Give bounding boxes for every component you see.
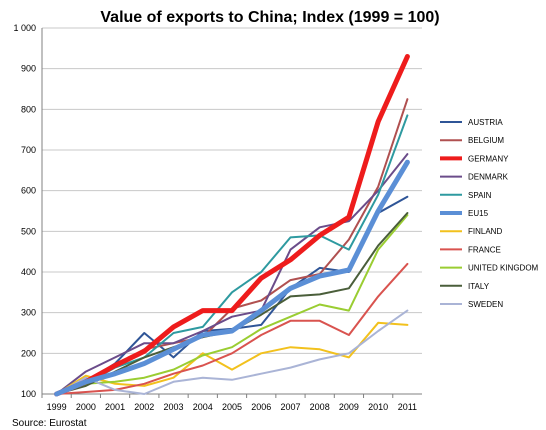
y-tick-label: 300 — [21, 308, 36, 318]
x-tick-label: 2004 — [193, 402, 213, 412]
x-tick-label: 2010 — [368, 402, 388, 412]
legend-label: BELGIUM — [468, 136, 504, 145]
legend-label: DENMARK — [468, 173, 509, 182]
axes: 100 200 300 400 500 600 700 800 900 1 000 1999 2000… — [13, 23, 422, 412]
series-line-united-kingdom — [55, 214, 409, 395]
x-tick-label: 2011 — [398, 402, 417, 412]
x-tick-label: 2003 — [164, 402, 184, 412]
y-tick-label: 800 — [21, 104, 36, 114]
source-note: Source: Eurostat — [12, 418, 87, 429]
legend-label: SPAIN — [468, 191, 492, 200]
series-line-denmark — [55, 153, 409, 395]
x-tick-label: 2006 — [251, 402, 271, 412]
legend-label: SWEDEN — [468, 300, 503, 309]
series-line-sweden — [55, 309, 409, 395]
chart-title: Value of exports to China; Index (1999 =… — [100, 9, 439, 26]
y-tick-label: 100 — [21, 389, 36, 399]
series-line-austria — [55, 195, 409, 395]
legend-label: FRANCE — [468, 245, 501, 254]
legend-label: GERMANY — [468, 154, 509, 163]
legend-label: FINLAND — [468, 227, 502, 236]
gridlines — [42, 27, 422, 395]
y-tick-label: 400 — [21, 267, 36, 277]
y-tick-label: 200 — [21, 348, 36, 358]
y-tick-label: 900 — [21, 64, 36, 74]
x-tick-label: 2000 — [76, 402, 96, 412]
x-tick-label: 2008 — [310, 402, 330, 412]
series-line-finland — [55, 321, 409, 395]
y-tick-label: 500 — [21, 226, 36, 236]
x-tick-label: 2007 — [280, 402, 300, 412]
y-tick-label: 600 — [21, 186, 36, 196]
x-tick-label: 2002 — [134, 402, 154, 412]
legend-label: ITALY — [468, 282, 490, 291]
legend: AUSTRIA BELGIUM GERMANY DENMARK SPAIN EU15 FIN… — [440, 118, 539, 309]
legend-label: AUSTRIA — [468, 118, 503, 127]
series-line-eu15 — [54, 159, 410, 397]
series-lines — [54, 54, 410, 397]
y-tick-label: 1 000 — [13, 23, 36, 33]
y-tick-label: 700 — [21, 145, 36, 155]
x-tick-label: 2009 — [339, 402, 359, 412]
x-tick-label: 1999 — [47, 402, 67, 412]
legend-label: UNITED KINGDOM — [468, 264, 539, 273]
series-line-germany — [54, 54, 410, 397]
x-tick-label: 2001 — [105, 402, 125, 412]
legend-label: EU15 — [468, 209, 489, 218]
x-tick-label: 2005 — [222, 402, 242, 412]
